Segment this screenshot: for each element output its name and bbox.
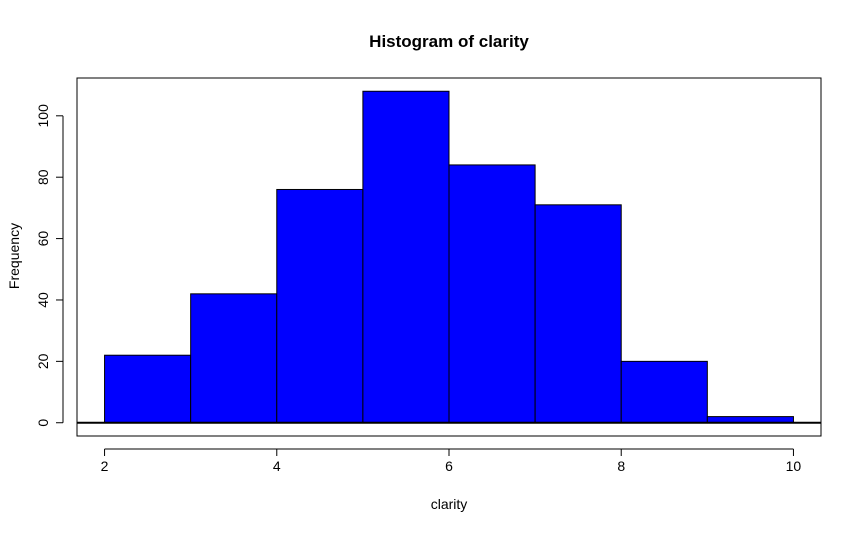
y-axis: 0 20 40 60 80 100	[35, 104, 64, 427]
x-tick-label: 2	[101, 458, 109, 474]
histogram-bar	[104, 354, 192, 424]
y-tick-label: 80	[35, 169, 51, 185]
histogram-bar	[620, 360, 708, 424]
histogram-bar	[534, 204, 622, 424]
x-tick-label: 6	[445, 458, 453, 474]
x-axis: 2 4 6 8 10	[101, 448, 802, 474]
x-tick-label: 4	[273, 458, 281, 474]
y-tick-label: 0	[35, 419, 51, 427]
plot-frame	[76, 77, 822, 437]
y-tick-label: 60	[35, 231, 51, 247]
y-axis-label: Frequency	[6, 223, 22, 289]
x-axis-label: clarity	[431, 496, 468, 512]
histogram-bar	[276, 188, 364, 424]
histogram-bar	[190, 293, 278, 424]
histogram-bar	[362, 90, 450, 424]
bars-group	[104, 90, 794, 424]
x-tick-label: 10	[786, 458, 802, 474]
chart-title: Histogram of clarity	[369, 32, 529, 51]
y-tick-label: 100	[35, 104, 51, 128]
histogram-bar	[448, 164, 536, 424]
y-tick-label: 40	[35, 292, 51, 308]
y-tick-label: 20	[35, 353, 51, 369]
x-tick-label: 8	[617, 458, 625, 474]
